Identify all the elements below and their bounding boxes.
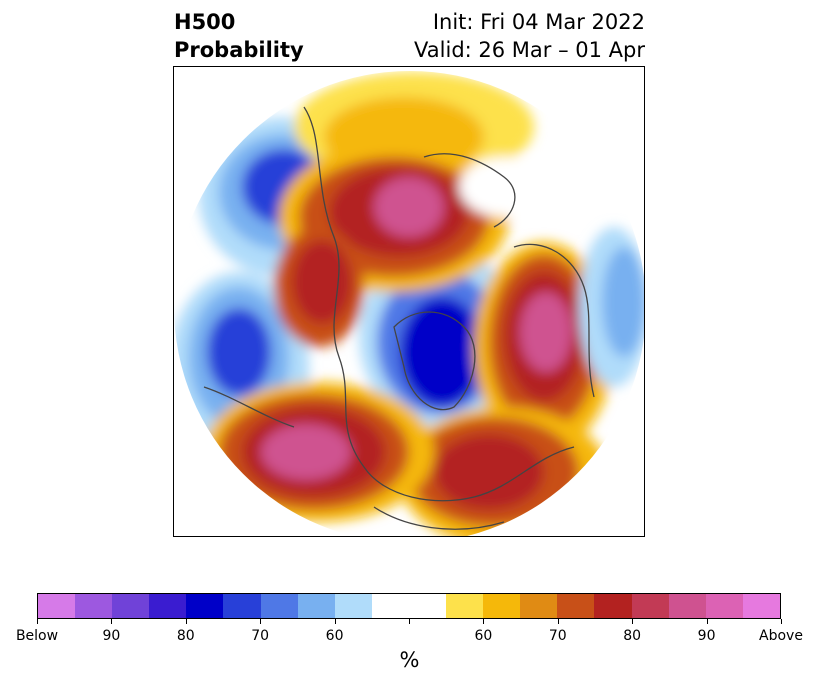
colorbar-tickmark xyxy=(409,619,410,624)
colorbar-tickmark xyxy=(781,619,782,624)
colorbar-segment xyxy=(668,594,706,618)
colorbar-tick-label: Above xyxy=(759,628,803,644)
chart-title: H500 Probability xyxy=(174,8,304,64)
colorbar-tickmark xyxy=(483,619,485,624)
colorbar-tick-label: Below xyxy=(15,628,59,644)
colorbar-tick-label: 60 xyxy=(325,628,344,644)
title-line-1: H500 xyxy=(174,10,236,34)
colorbar-tick-label: 90 xyxy=(697,628,716,644)
colorbar-tickmark xyxy=(557,619,559,624)
colorbar-tickmark xyxy=(260,619,262,624)
colorbar-tick-label: 90 xyxy=(102,628,121,644)
colorbar-segment xyxy=(446,594,484,618)
colorbar-segment xyxy=(705,594,743,618)
colorbar-segment xyxy=(408,594,447,618)
colorbar-segment xyxy=(520,594,558,618)
coastlines xyxy=(203,106,595,530)
colorbar-tick-label: 80 xyxy=(623,628,642,644)
colorbar-units: % xyxy=(399,648,420,672)
colorbar-segment xyxy=(742,594,780,618)
colorbar-segment xyxy=(557,594,595,618)
init-date: Init: Fri 04 Mar 2022 xyxy=(432,10,645,34)
colorbar-segment xyxy=(38,594,76,618)
colorbar-tickmark xyxy=(632,619,634,624)
colorbar-tickmark xyxy=(334,619,336,624)
colorbar-segment xyxy=(149,594,187,618)
colorbar-segment xyxy=(371,594,409,618)
colorbar-tickmark xyxy=(185,619,187,624)
colorbar-segment xyxy=(75,594,113,618)
colorbar-tick-label: 80 xyxy=(176,628,195,644)
colorbar-segment xyxy=(223,594,261,618)
valid-date: Valid: 26 Mar – 01 Apr xyxy=(414,38,645,62)
colorbar-segment xyxy=(631,594,669,618)
colorbar-segment xyxy=(112,594,150,618)
colorbar-segment xyxy=(260,594,298,618)
map-panel xyxy=(173,66,645,537)
colorbar-tickmark xyxy=(111,619,113,624)
colorbar-segment xyxy=(334,594,372,618)
title-line-2: Probability xyxy=(174,38,304,62)
colorbar-segment xyxy=(594,594,632,618)
colorbar-tick-label: 70 xyxy=(251,628,270,644)
colorbar-segment xyxy=(483,594,521,618)
probability-field xyxy=(174,71,644,536)
colorbar-segment xyxy=(297,594,335,618)
colorbar-segment xyxy=(186,594,224,618)
colorbar-tick-label: 70 xyxy=(548,628,567,644)
probability-map xyxy=(174,71,644,536)
colorbar-tickmark xyxy=(706,619,708,624)
date-info: Init: Fri 04 Mar 2022 Valid: 26 Mar – 01… xyxy=(414,8,645,64)
colorbar-tickmark xyxy=(37,619,38,624)
colorbar-tick-label: 60 xyxy=(474,628,493,644)
colorbar xyxy=(37,593,781,619)
